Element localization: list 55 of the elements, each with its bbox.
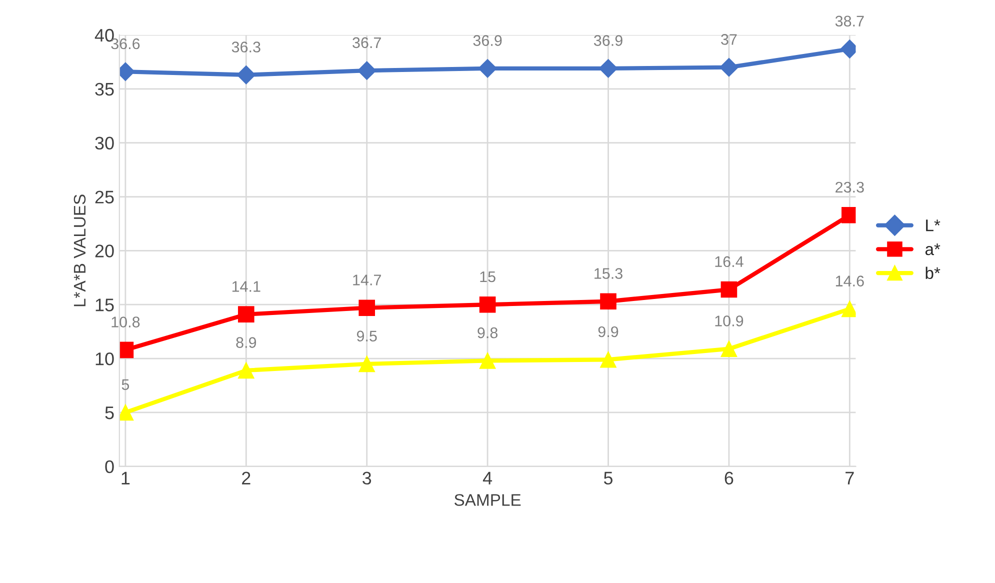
data-label: 23.3 [836, 182, 864, 193]
point [720, 340, 738, 357]
data-label: 16.4 [715, 256, 744, 268]
data-label: 14.7 [353, 274, 381, 286]
point [238, 362, 254, 379]
data-label: 10.9 [715, 316, 744, 326]
data-label: 10.8 [112, 316, 140, 328]
point [358, 300, 376, 316]
x-tick-label: 3 [362, 472, 372, 485]
point [479, 352, 496, 369]
point [238, 306, 254, 322]
x-tick-label: 7 [846, 472, 854, 484]
data-label: 5 [122, 379, 130, 390]
point [358, 356, 376, 372]
x-tick-label: 6 [724, 472, 734, 485]
data-label: 9.8 [478, 327, 498, 338]
x-tick-label: 5 [604, 472, 613, 485]
data-label: 14.6 [836, 276, 864, 286]
point [600, 293, 616, 310]
data-label: 15.3 [594, 268, 622, 279]
y-tick-label: 0 [105, 460, 114, 474]
legend-label: b* [926, 266, 940, 280]
point [598, 59, 618, 78]
x-tick-label: 1 [122, 472, 130, 484]
y-tick-label: 30 [95, 136, 114, 150]
point [720, 281, 738, 298]
point [600, 351, 616, 368]
data-label: 14.1 [232, 281, 260, 292]
point [236, 66, 256, 84]
y-tick-label: 35 [95, 82, 114, 96]
data-label: 9.5 [356, 330, 377, 342]
y-tick-label: 25 [95, 190, 114, 204]
y-tick-label: 5 [105, 406, 114, 420]
point [478, 59, 497, 78]
data-label: 9.9 [598, 326, 618, 338]
point [357, 61, 376, 80]
legend-label: L* [926, 220, 940, 232]
data-label: 36.9 [473, 35, 502, 46]
data-label: 36.9 [594, 35, 622, 46]
data-label: 37 [721, 34, 737, 45]
point [479, 296, 496, 313]
x-tick-label: 4 [482, 472, 492, 484]
y-tick-label: 20 [95, 244, 114, 258]
data-label: 8.9 [236, 337, 256, 348]
data-label: 36.7 [352, 37, 381, 48]
y-tick-label: 10 [96, 352, 114, 366]
y-tick-label: 15 [96, 298, 114, 312]
x-tick-label: 2 [242, 472, 250, 484]
data-label: 15 [480, 271, 496, 282]
legend-label: a* [925, 244, 940, 256]
x-axis-title: SAMPLE [454, 494, 521, 506]
y-axis-title: L*A*B VALUES [74, 194, 86, 306]
data-label: 38.7 [835, 16, 864, 27]
point [720, 58, 738, 77]
data-label: 36.3 [232, 42, 260, 52]
